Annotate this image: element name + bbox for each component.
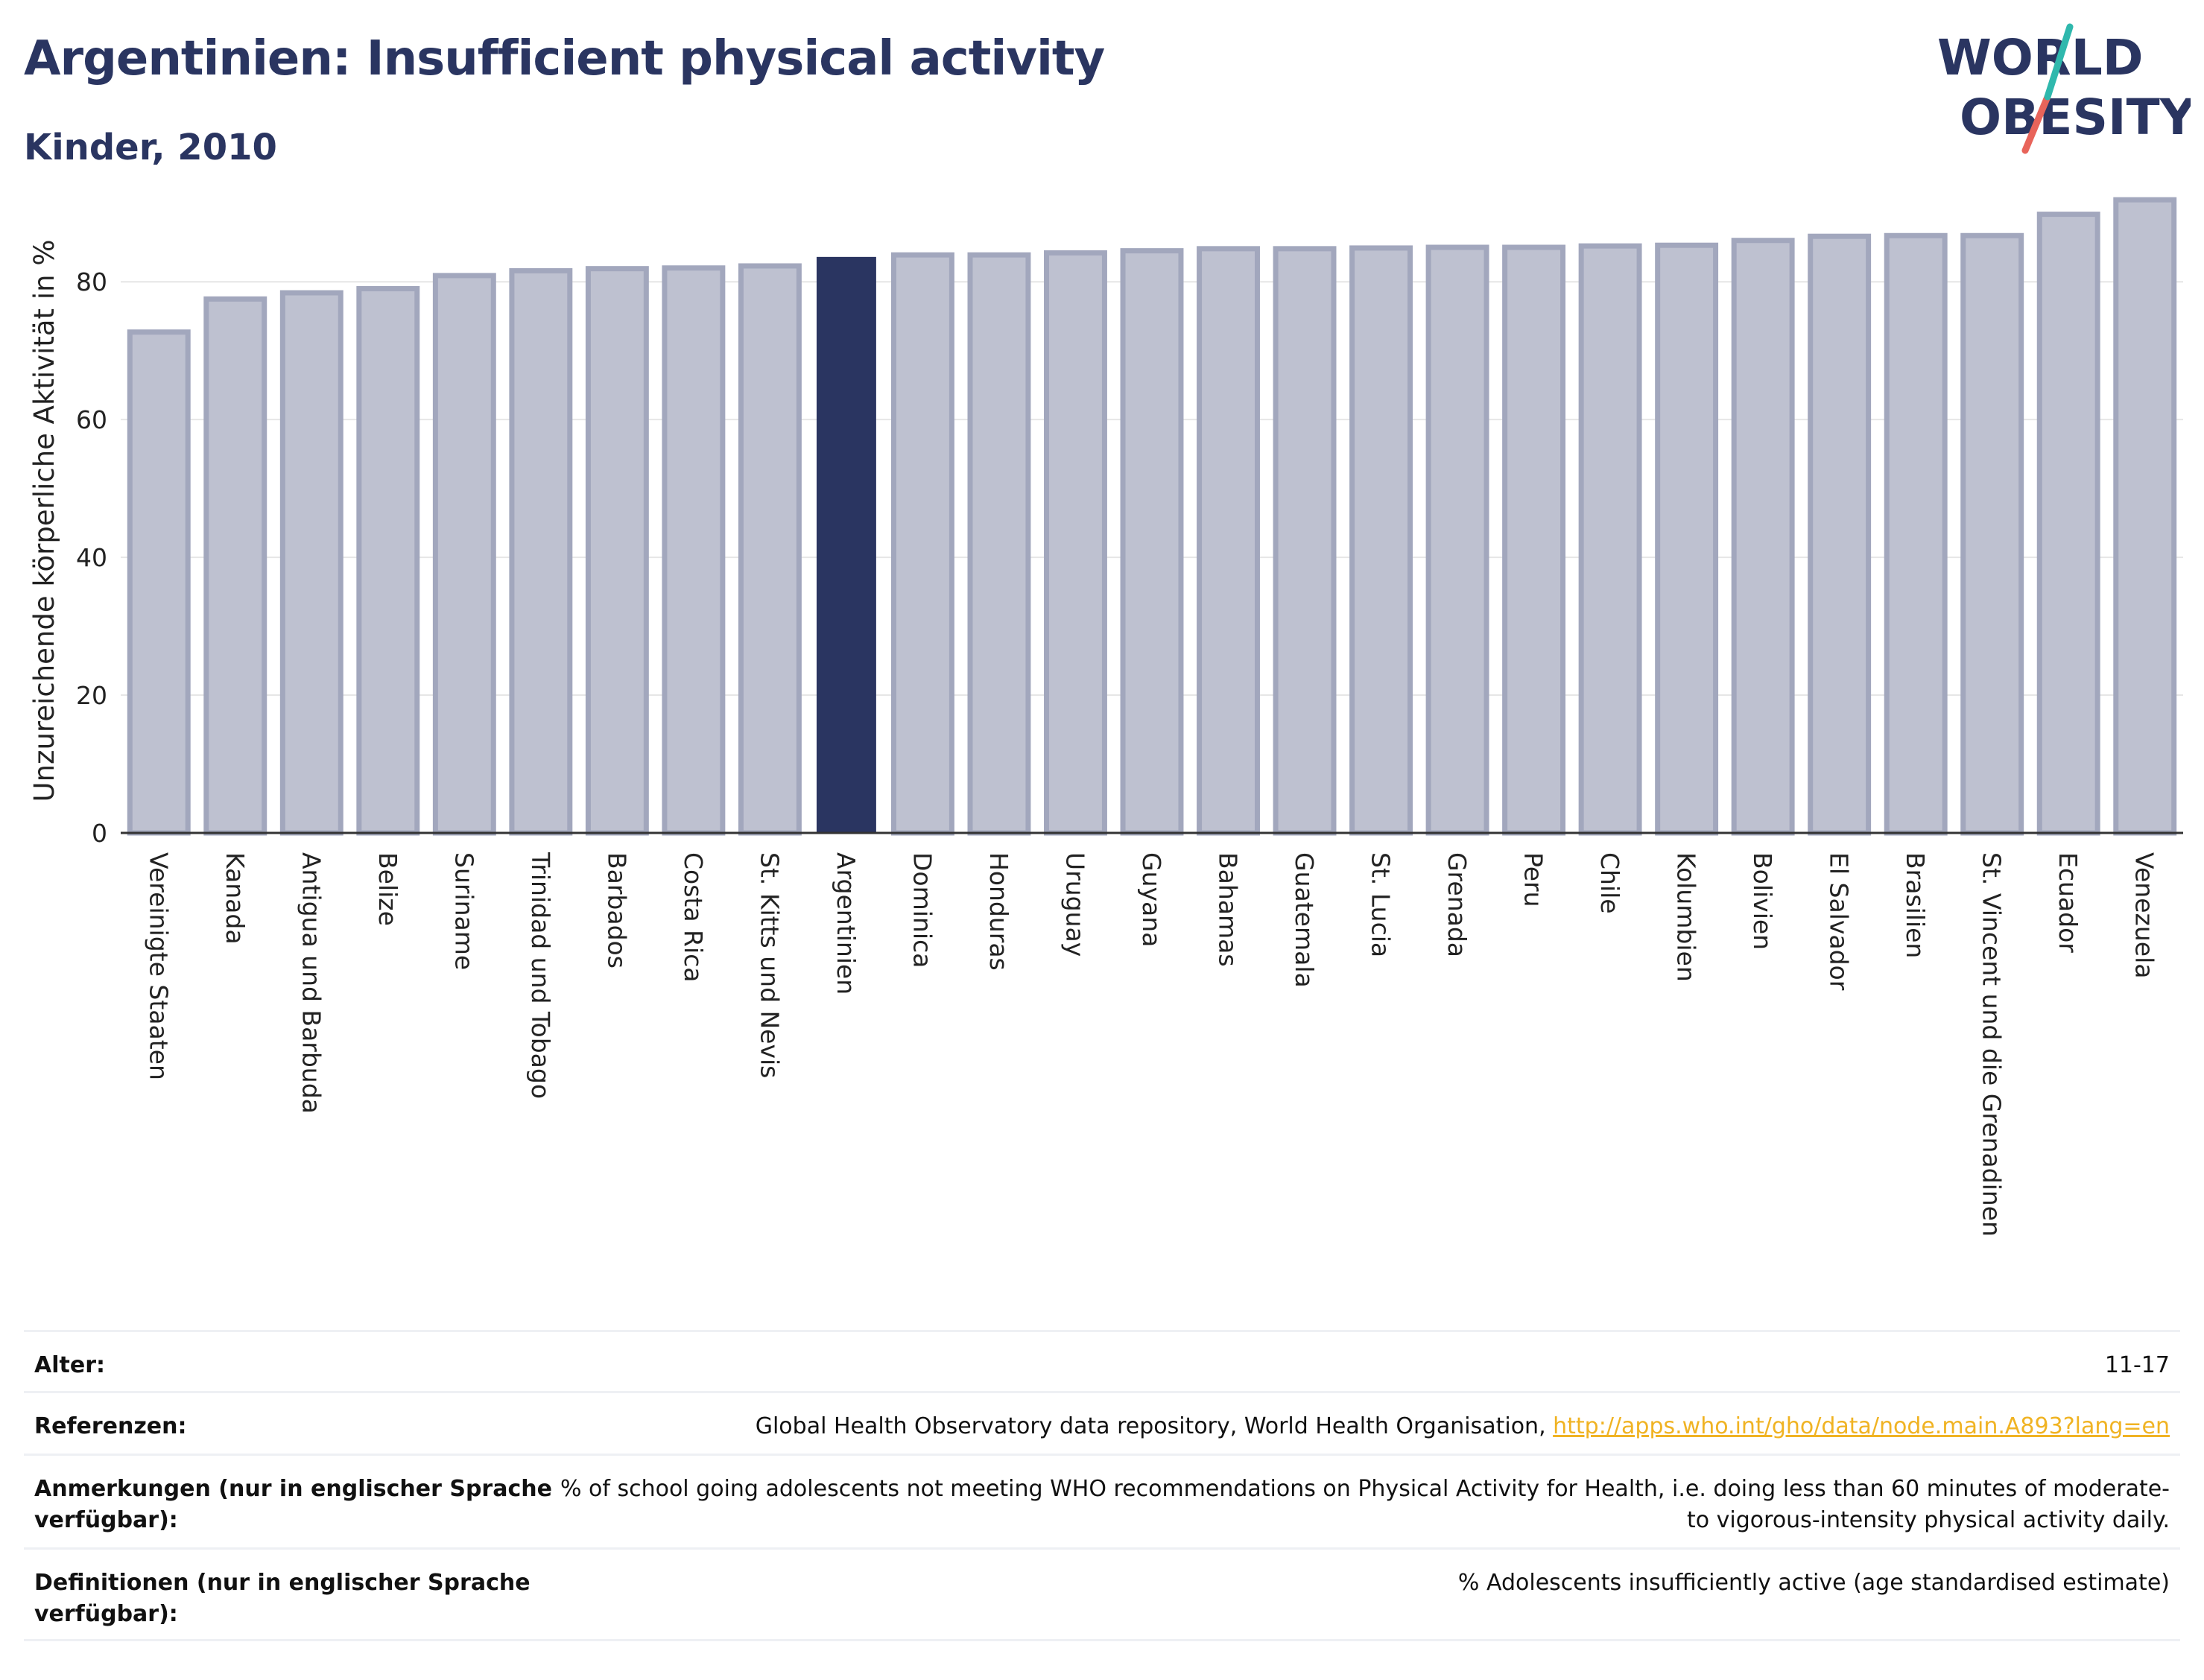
reference-link[interactable]: http://apps.who.int/gho/data/node.main.A… xyxy=(1553,1413,2170,1439)
y-tick-label: 20 xyxy=(76,681,107,710)
x-tick-label: Dominica xyxy=(908,852,937,968)
y-axis-label: Unzureichende körperliche Aktivität in % xyxy=(28,240,60,802)
bar xyxy=(1120,248,1184,836)
bar xyxy=(356,285,420,836)
bar xyxy=(127,329,191,836)
bar xyxy=(432,273,496,836)
x-tick-label: Kolumbien xyxy=(1672,852,1701,982)
bar xyxy=(1044,250,1107,836)
x-tick-label: Barbados xyxy=(602,852,631,969)
bar xyxy=(738,263,802,836)
x-tick-label: Peru xyxy=(1519,852,1548,907)
info-label-definitions: Definitionen (nur in englischer Sprache … xyxy=(34,1570,531,1627)
x-tick-label: Vereinigte Staaten xyxy=(144,852,173,1080)
logo-slash-coral xyxy=(2021,93,2051,154)
bar xyxy=(816,256,876,834)
bar xyxy=(2113,197,2177,836)
x-tick-label: Trinidad und Tobago xyxy=(526,852,555,1099)
bar xyxy=(203,296,267,836)
x-tick-label: Guatemala xyxy=(1290,852,1319,988)
logo-line-1: WORLD xyxy=(1937,29,2144,86)
x-tick-label: Uruguay xyxy=(1060,852,1089,957)
world-obesity-logo: WORLD OBESITY xyxy=(1937,23,2191,154)
bar xyxy=(1197,246,1260,836)
info-value-age: 11-17 xyxy=(2104,1352,2170,1378)
x-tick-label: Brasilien xyxy=(1901,852,1930,958)
x-tick-label: Honduras xyxy=(984,852,1013,971)
x-tick-label: Belize xyxy=(373,852,402,926)
y-tick-label: 80 xyxy=(76,267,107,297)
bar xyxy=(509,267,573,836)
info-row-definitions: Definitionen (nur in englischer Sprache … xyxy=(24,1547,2180,1641)
x-tick-label: Guyana xyxy=(1137,852,1166,947)
x-tick-label: St. Vincent und die Grenadinen xyxy=(1977,852,2007,1237)
chart-title: Argentinien: Insufficient physical activ… xyxy=(24,31,1105,86)
reference-text: Global Health Observatory data repositor… xyxy=(755,1413,1554,1439)
bar xyxy=(1425,244,1489,836)
info-label-age: Alter: xyxy=(34,1352,105,1378)
bar xyxy=(1578,243,1642,836)
info-row-references: Referenzen: Global Health Observatory da… xyxy=(24,1391,2180,1454)
bar xyxy=(1960,232,2024,836)
x-tick-label: Bolivien xyxy=(1748,852,1777,950)
x-tick-label: Antigua und Barbuda xyxy=(297,852,326,1114)
y-tick-label: 40 xyxy=(76,543,107,572)
y-tick-label: 60 xyxy=(76,405,107,434)
bar xyxy=(279,290,343,836)
logo-slash-teal xyxy=(2044,23,2074,101)
info-label-notes: Anmerkungen (nur in englischer Sprache v… xyxy=(34,1476,552,1533)
x-tick-label: Chile xyxy=(1595,852,1624,914)
x-tick-label: Costa Rica xyxy=(679,852,708,983)
x-tick-label: El Salvador xyxy=(1825,852,1854,991)
x-tick-label: Grenada xyxy=(1443,852,1472,957)
logo-line-2: OBESITY xyxy=(1960,89,2191,146)
x-tick-label: Bahamas xyxy=(1214,852,1243,967)
bar xyxy=(890,252,954,836)
bar xyxy=(1655,242,1719,836)
info-value-notes: % of school going adolescents not meetin… xyxy=(560,1476,2170,1533)
bar xyxy=(967,252,1031,836)
x-tick-label: St. Kitts und Nevis xyxy=(755,852,784,1078)
x-tick-label: Ecuador xyxy=(2053,852,2083,953)
bar xyxy=(1808,233,1872,836)
info-table: Alter: 11-17 Referenzen: Global Health O… xyxy=(24,1330,2180,1641)
bar xyxy=(1884,232,1948,836)
info-value-references: Global Health Observatory data repositor… xyxy=(554,1411,2170,1442)
bar xyxy=(1273,246,1337,836)
info-row-notes: Anmerkungen (nur in englischer Sprache v… xyxy=(24,1454,2180,1547)
bar xyxy=(662,265,726,836)
x-tick-label: Venezuela xyxy=(2130,852,2159,978)
info-label-references: Referenzen: xyxy=(34,1413,187,1439)
x-tick-label: St. Lucia xyxy=(1367,852,1396,957)
bar xyxy=(1502,244,1566,836)
x-tick-label: Suriname xyxy=(449,852,478,970)
y-tick-label: 0 xyxy=(92,819,107,848)
x-tick-label: Kanada xyxy=(221,852,250,945)
bar-chart: 0 20 40 60 80 Vereinigte Staaten Kanada Antigua… xyxy=(28,197,2183,1237)
info-value-definitions: % Adolescents insufficiently active (age… xyxy=(1457,1570,2170,1596)
bar xyxy=(585,266,649,836)
bar xyxy=(1731,238,1795,836)
info-row-age: Alter: 11-17 xyxy=(24,1330,2180,1391)
bar xyxy=(1349,245,1413,836)
x-tick-label: Argentinien xyxy=(832,852,861,995)
bar xyxy=(2036,212,2100,836)
chart-subtitle: Kinder, 2010 xyxy=(24,127,277,168)
